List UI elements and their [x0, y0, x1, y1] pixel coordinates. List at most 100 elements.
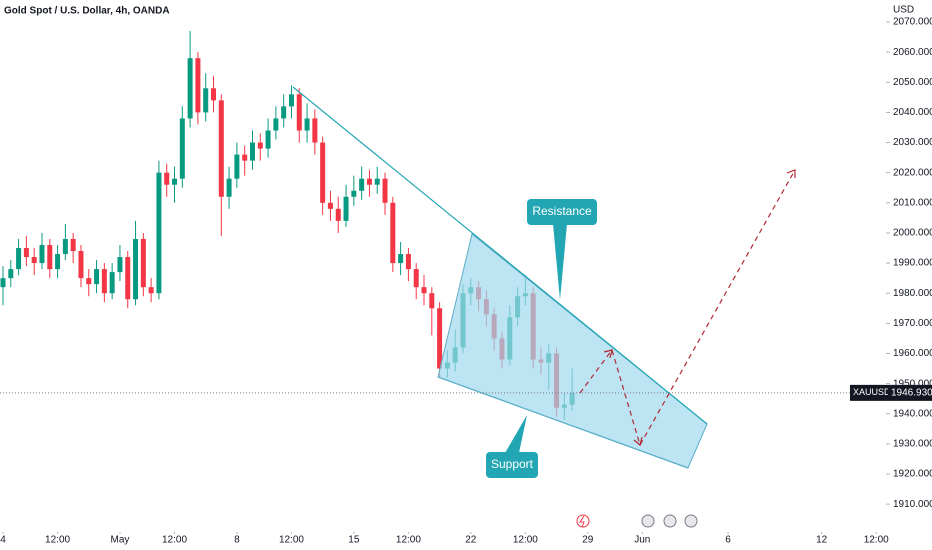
currency-label: USD	[893, 5, 914, 16]
candle-body	[249, 142, 255, 161]
y-tick-label: 1910.000	[893, 499, 932, 510]
candle-body	[226, 178, 232, 197]
candle-body	[31, 257, 37, 264]
y-tick-label: 2060.000	[893, 47, 932, 58]
candle-body	[335, 208, 341, 221]
resistance-line	[292, 86, 708, 425]
x-tick-label: 12:00	[396, 535, 421, 546]
x-tick-label: 22	[465, 535, 477, 546]
y-tick-label: 2030.000	[893, 137, 932, 148]
candle-body	[62, 238, 68, 255]
y-tick-label: 2010.000	[893, 197, 932, 208]
candle-body	[164, 172, 170, 185]
candle-body	[117, 257, 123, 273]
annotation: Resistance	[532, 204, 592, 218]
y-tick-label: 1960.000	[893, 348, 932, 359]
event-icon	[576, 514, 590, 528]
candle-body	[203, 88, 209, 113]
y-tick-label: 1950.000	[893, 378, 932, 389]
callout-pointer	[505, 415, 527, 453]
x-tick-label: 29	[582, 535, 594, 546]
candle-body	[366, 178, 372, 185]
callout-pointer	[553, 224, 567, 300]
x-tick-label: 8	[234, 535, 240, 546]
y-tick-label: 1990.000	[893, 258, 932, 269]
candle-body	[429, 293, 435, 309]
support-line	[437, 376, 689, 469]
candle-body	[257, 142, 263, 149]
y-tick-label: 1970.000	[893, 318, 932, 329]
x-tick-label: 12:00	[45, 535, 70, 546]
y-tick-label: 1940.000	[893, 408, 932, 419]
event-icon	[579, 515, 585, 528]
candle-body	[343, 196, 349, 221]
candle-body	[242, 154, 248, 161]
candle-body	[281, 106, 287, 119]
candle-body	[125, 257, 131, 300]
candle-body	[374, 178, 380, 185]
candle-body	[39, 244, 45, 264]
x-tick-label: 12:00	[513, 535, 538, 546]
x-tick-label: 12:00	[864, 535, 889, 546]
x-tick-label: 6	[725, 535, 731, 546]
event-icon	[641, 514, 655, 528]
y-tick-label: 1920.000	[893, 469, 932, 480]
candle-body	[195, 58, 201, 113]
candle-body	[70, 238, 76, 252]
candle-body	[187, 58, 193, 119]
candle-body	[359, 178, 365, 191]
candle-body	[101, 269, 107, 294]
axes: 1910.000 1920.000 1930.000 1940.000 1950.000…	[0, 17, 932, 546]
arrowhead	[786, 169, 796, 178]
price-label: 1946.930	[891, 388, 932, 399]
arrowhead	[603, 349, 613, 359]
candle-body	[296, 94, 302, 131]
candle-body	[109, 272, 115, 294]
x-tick-label: 12:00	[162, 535, 187, 546]
candle-body	[211, 88, 217, 101]
candle-body	[47, 244, 53, 270]
candle-body	[86, 278, 92, 285]
candle-body	[304, 118, 310, 131]
candle-body	[140, 238, 146, 288]
candle-body	[398, 254, 404, 264]
y-tick-label: 2020.000	[893, 167, 932, 178]
x-tick-label: 4	[0, 535, 6, 546]
x-tick-label: 12	[816, 535, 828, 546]
y-tick-label: 1980.000	[893, 288, 932, 299]
candle-body	[78, 251, 84, 279]
candle-body	[94, 269, 100, 285]
candle-body	[8, 269, 14, 279]
candle-body	[133, 238, 139, 300]
candle-body	[405, 254, 411, 270]
callout-box	[486, 452, 538, 478]
candle-body	[55, 254, 61, 270]
symbol-box	[850, 384, 888, 401]
candle-body	[172, 178, 178, 185]
x-tick-label: May	[110, 535, 129, 546]
candle-body	[23, 248, 29, 258]
arrowhead	[633, 436, 643, 447]
candle-body	[156, 172, 162, 294]
x-tick-label: 15	[348, 535, 360, 546]
y-tick-label: 2000.000	[893, 228, 932, 239]
event-icon	[684, 514, 698, 528]
candle-body	[288, 94, 294, 107]
candle-body	[421, 287, 427, 294]
candle-body	[413, 269, 419, 288]
symbol-label: XAUUSD	[853, 387, 891, 397]
candle-body	[327, 202, 333, 209]
callout-box	[527, 199, 597, 225]
y-tick-label: 2070.000	[893, 17, 932, 28]
candle-body	[273, 118, 279, 131]
annotation: Support	[491, 457, 534, 471]
candle-body	[320, 142, 326, 203]
candle-body	[312, 118, 318, 143]
x-tick-label: Jun	[634, 535, 650, 546]
drawings: Resistance Support	[292, 86, 796, 478]
candle-body	[218, 100, 224, 197]
candle-body	[16, 248, 22, 270]
candle-body	[179, 118, 185, 179]
candle-body	[234, 154, 240, 179]
